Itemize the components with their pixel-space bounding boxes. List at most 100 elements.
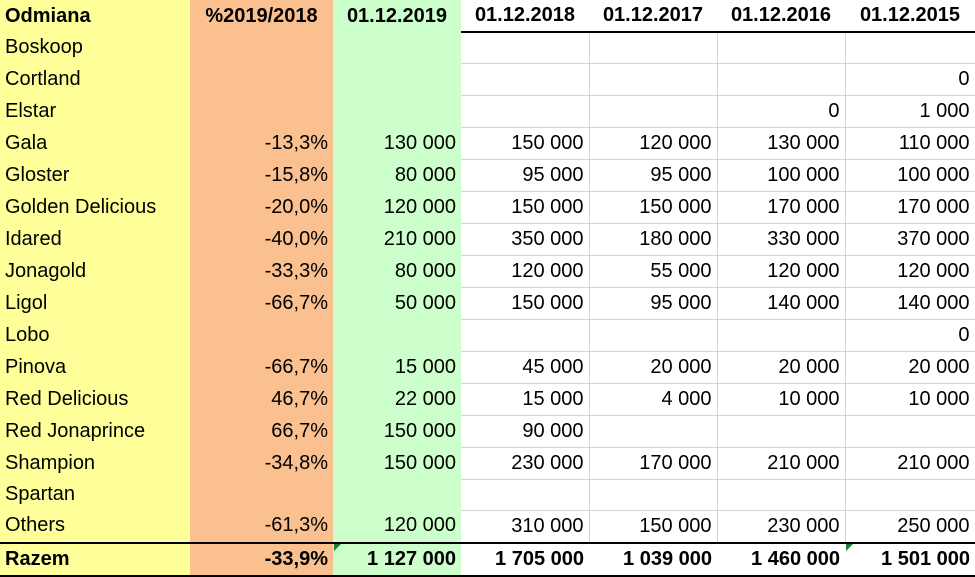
variety-cell[interactable]: Golden Delicious — [0, 191, 190, 223]
value-cell[interactable]: 170 000 — [845, 191, 975, 224]
column-header[interactable]: 01.12.2016 — [717, 0, 845, 33]
variety-cell[interactable]: Red Delicious — [0, 383, 190, 415]
value-cell[interactable]: 15 000 — [333, 351, 461, 383]
variety-cell[interactable]: Pinova — [0, 351, 190, 383]
value-cell[interactable]: 150 000 — [461, 287, 590, 320]
value-cell[interactable]: 10 000 — [717, 383, 846, 416]
value-cell[interactable]: 370 000 — [845, 223, 975, 256]
variety-cell[interactable]: Shampion — [0, 447, 190, 479]
value-cell[interactable]: 310 000 — [461, 510, 590, 543]
value-cell[interactable] — [589, 63, 718, 96]
value-cell[interactable]: -33,9% — [190, 541, 333, 577]
value-cell[interactable]: 22 000 — [333, 383, 461, 415]
value-cell[interactable]: -34,8% — [190, 447, 333, 479]
value-cell[interactable]: 150 000 — [589, 510, 718, 543]
column-header[interactable]: Odmiana — [0, 0, 190, 32]
value-cell[interactable]: 1 501 000 — [845, 541, 975, 577]
value-cell[interactable]: 230 000 — [717, 510, 846, 543]
value-cell[interactable]: 95 000 — [589, 159, 718, 192]
value-cell[interactable]: 80 000 — [333, 255, 461, 287]
value-cell[interactable]: 66,7% — [190, 415, 333, 447]
value-cell[interactable]: -40,0% — [190, 223, 333, 255]
variety-cell[interactable]: Red Jonaprince — [0, 415, 190, 447]
value-cell[interactable] — [717, 32, 846, 64]
value-cell[interactable]: 230 000 — [461, 447, 590, 480]
value-cell[interactable]: 1 460 000 — [717, 541, 845, 577]
value-cell[interactable]: 4 000 — [589, 383, 718, 416]
value-cell[interactable]: 100 000 — [717, 159, 846, 192]
value-cell[interactable]: 130 000 — [717, 127, 846, 160]
value-cell[interactable]: 180 000 — [589, 223, 718, 256]
value-cell[interactable]: 50 000 — [333, 287, 461, 319]
value-cell[interactable]: 150 000 — [461, 191, 590, 224]
value-cell[interactable]: 120 000 — [717, 255, 846, 288]
value-cell[interactable] — [845, 415, 975, 448]
column-header[interactable]: 01.12.2015 — [845, 0, 975, 33]
variety-cell[interactable]: Jonagold — [0, 255, 190, 287]
value-cell[interactable]: 0 — [717, 95, 846, 128]
value-cell[interactable]: 150 000 — [461, 127, 590, 160]
value-cell[interactable] — [190, 32, 333, 63]
value-cell[interactable] — [461, 63, 590, 96]
value-cell[interactable]: 120 000 — [333, 510, 461, 543]
value-cell[interactable] — [190, 479, 333, 510]
value-cell[interactable]: 0 — [845, 319, 975, 352]
value-cell[interactable] — [461, 479, 590, 511]
variety-cell[interactable]: Gala — [0, 127, 190, 159]
column-header[interactable]: 01.12.2019 — [333, 0, 461, 32]
value-cell[interactable]: 1 705 000 — [461, 541, 589, 577]
value-cell[interactable] — [589, 415, 718, 448]
value-cell[interactable]: 55 000 — [589, 255, 718, 288]
value-cell[interactable]: 45 000 — [461, 351, 590, 384]
column-header[interactable]: %2019/2018 — [190, 0, 333, 32]
value-cell[interactable]: -61,3% — [190, 510, 333, 543]
value-cell[interactable]: 330 000 — [717, 223, 846, 256]
value-cell[interactable]: 100 000 — [845, 159, 975, 192]
variety-cell[interactable]: Spartan — [0, 479, 190, 510]
value-cell[interactable] — [333, 95, 461, 127]
value-cell[interactable]: 46,7% — [190, 383, 333, 415]
value-cell[interactable]: -66,7% — [190, 287, 333, 319]
value-cell[interactable] — [717, 415, 846, 448]
value-cell[interactable]: 0 — [845, 63, 975, 96]
value-cell[interactable] — [845, 479, 975, 511]
value-cell[interactable] — [190, 63, 333, 95]
column-header[interactable]: 01.12.2018 — [461, 0, 589, 33]
value-cell[interactable]: 140 000 — [717, 287, 846, 320]
variety-cell[interactable]: Lobo — [0, 319, 190, 351]
value-cell[interactable]: 250 000 — [845, 510, 975, 543]
value-cell[interactable]: 80 000 — [333, 159, 461, 191]
value-cell[interactable] — [717, 319, 846, 352]
variety-cell[interactable]: Elstar — [0, 95, 190, 127]
variety-cell[interactable]: Gloster — [0, 159, 190, 191]
value-cell[interactable]: 20 000 — [845, 351, 975, 384]
value-cell[interactable]: 130 000 — [333, 127, 461, 159]
value-cell[interactable]: 150 000 — [333, 415, 461, 447]
value-cell[interactable] — [461, 95, 590, 128]
value-cell[interactable]: 210 000 — [717, 447, 846, 480]
value-cell[interactable] — [589, 95, 718, 128]
value-cell[interactable]: -66,7% — [190, 351, 333, 383]
variety-cell[interactable]: Cortland — [0, 63, 190, 95]
value-cell[interactable]: 120 000 — [461, 255, 590, 288]
value-cell[interactable] — [717, 63, 846, 96]
value-cell[interactable] — [333, 319, 461, 351]
value-cell[interactable]: 95 000 — [589, 287, 718, 320]
value-cell[interactable] — [333, 32, 461, 63]
value-cell[interactable] — [461, 32, 590, 64]
value-cell[interactable]: 140 000 — [845, 287, 975, 320]
value-cell[interactable] — [589, 479, 718, 511]
value-cell[interactable] — [190, 319, 333, 351]
value-cell[interactable]: 90 000 — [461, 415, 590, 448]
value-cell[interactable]: 1 000 — [845, 95, 975, 128]
value-cell[interactable] — [845, 32, 975, 64]
value-cell[interactable] — [333, 63, 461, 95]
value-cell[interactable]: 170 000 — [717, 191, 846, 224]
value-cell[interactable]: 1 039 000 — [589, 541, 717, 577]
value-cell[interactable] — [333, 479, 461, 510]
value-cell[interactable]: 150 000 — [589, 191, 718, 224]
variety-cell[interactable]: Boskoop — [0, 32, 190, 63]
value-cell[interactable] — [717, 479, 846, 511]
value-cell[interactable]: 350 000 — [461, 223, 590, 256]
variety-cell[interactable]: Ligol — [0, 287, 190, 319]
